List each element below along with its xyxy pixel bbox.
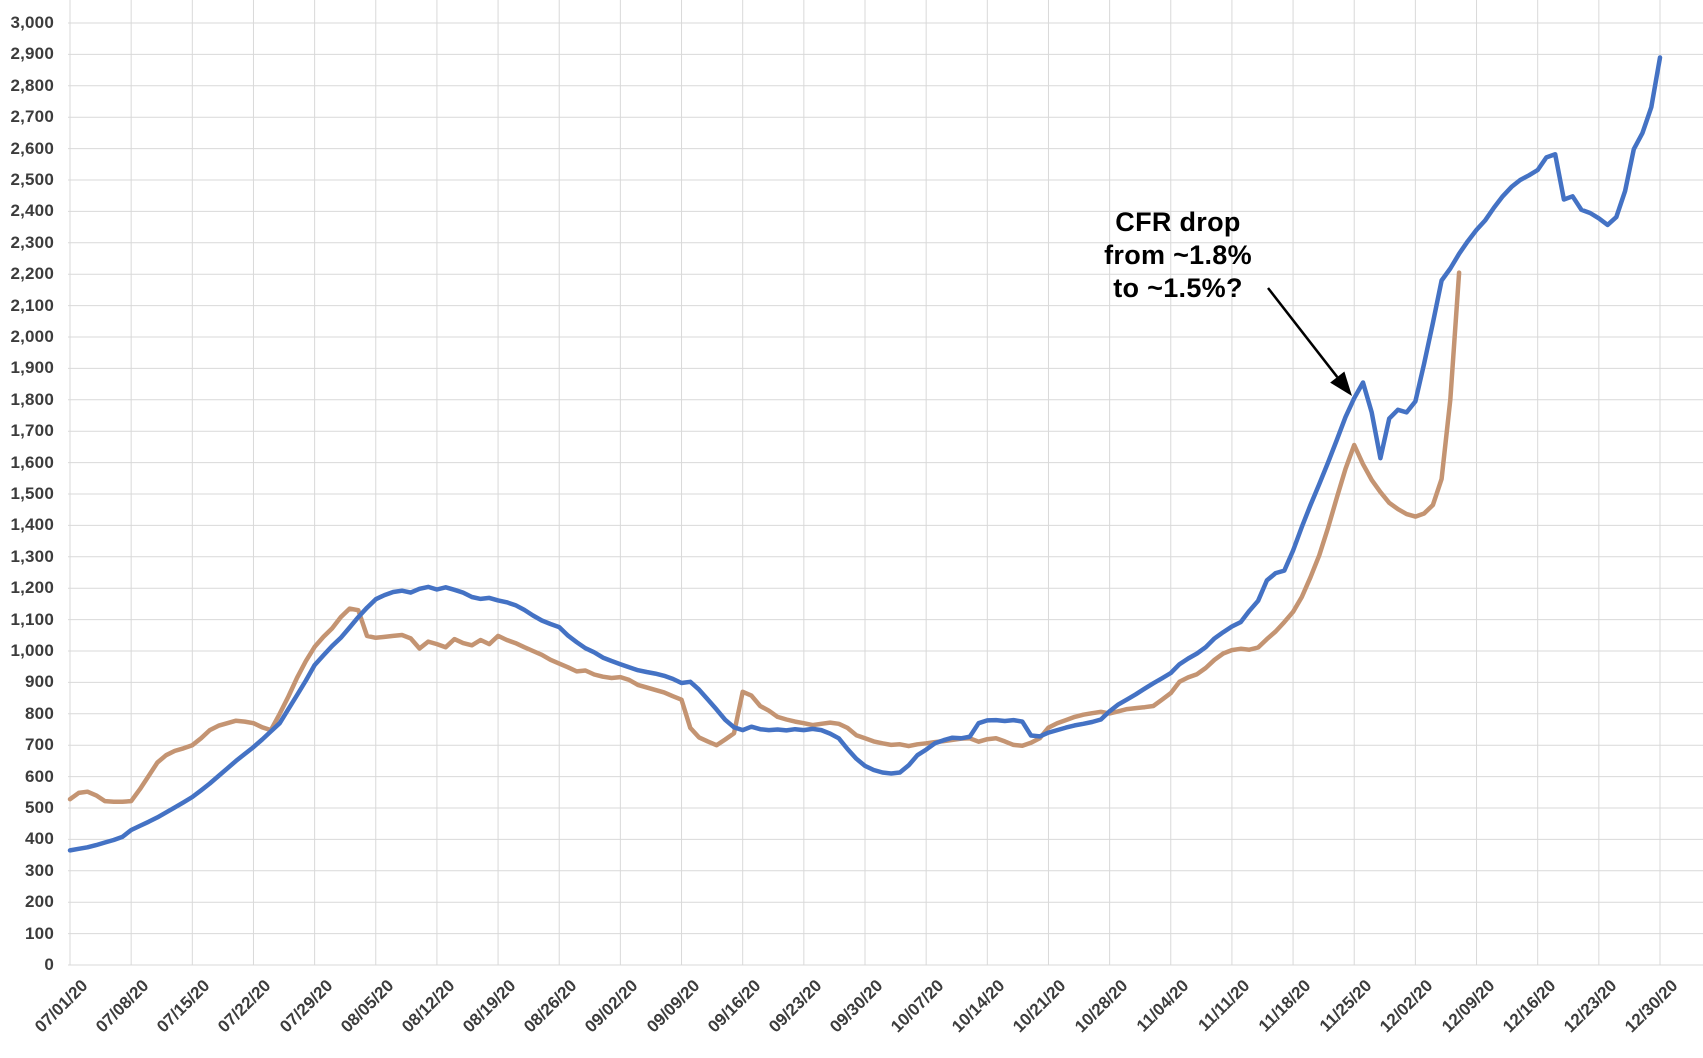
gridlines xyxy=(68,0,1703,966)
y-axis-tick-label: 2,700 xyxy=(10,107,54,127)
y-axis-tick-label: 1,900 xyxy=(10,358,54,378)
y-axis-tick-label: 1,200 xyxy=(10,578,54,598)
y-axis-tick-label: 1,700 xyxy=(10,421,54,441)
y-axis-tick-label: 600 xyxy=(25,766,54,786)
y-axis-tick-label: 700 xyxy=(25,735,54,755)
y-axis-tick-label: 400 xyxy=(25,829,54,849)
y-axis-tick-label: 1,300 xyxy=(10,546,54,566)
annotation-line-2: from ~1.8% xyxy=(1104,240,1252,270)
series-line-tan xyxy=(67,270,1462,804)
y-axis-tick-label: 1,400 xyxy=(10,515,54,535)
y-axis-tick-label: 1,000 xyxy=(10,641,54,660)
y-axis-tick-label: 300 xyxy=(25,860,54,880)
annotation-line-3: to ~1.5%? xyxy=(1113,273,1243,303)
y-axis-tick-label: 100 xyxy=(25,923,54,943)
y-axis-tick-label: 2,000 xyxy=(10,327,54,346)
y-axis-tick-label: 3,100 xyxy=(0,0,54,2)
y-axis-tick-label: 2,800 xyxy=(10,75,54,95)
y-axis-tick-label: 2,600 xyxy=(10,138,54,158)
y-axis-tick-label: 3,000 xyxy=(10,13,54,32)
y-axis-tick-label: 800 xyxy=(25,703,54,723)
y-axis-tick-label: 2,100 xyxy=(10,295,54,315)
y-axis-tick-label: 2,500 xyxy=(10,170,54,189)
y-axis-tick-label: 0 xyxy=(44,955,54,974)
annotation-arrow-line xyxy=(1267,287,1339,378)
annotation-line-1: CFR drop xyxy=(1115,207,1241,237)
y-axis-tick-label: 2,400 xyxy=(10,201,54,221)
series-line-blue xyxy=(67,55,1663,853)
y-axis-tick-label: 2,200 xyxy=(10,264,54,284)
y-axis-tick-label: 1,500 xyxy=(10,484,54,503)
y-axis-tick-label: 1,800 xyxy=(10,389,54,409)
annotation-cfr-note: CFR drop from ~1.8% to ~1.5%? xyxy=(1028,206,1328,305)
annotation-arrowhead-icon xyxy=(1330,371,1352,396)
y-axis-tick-label: 1,100 xyxy=(10,609,54,629)
y-axis-tick-label: 900 xyxy=(25,672,54,692)
y-axis-tick-label: 1,600 xyxy=(10,452,54,472)
y-axis-tick-label: 2,900 xyxy=(10,44,54,64)
y-axis-tick-label: 2,300 xyxy=(10,232,54,252)
y-axis-tick-label: 200 xyxy=(25,892,54,912)
y-axis-tick-label: 500 xyxy=(25,798,54,817)
